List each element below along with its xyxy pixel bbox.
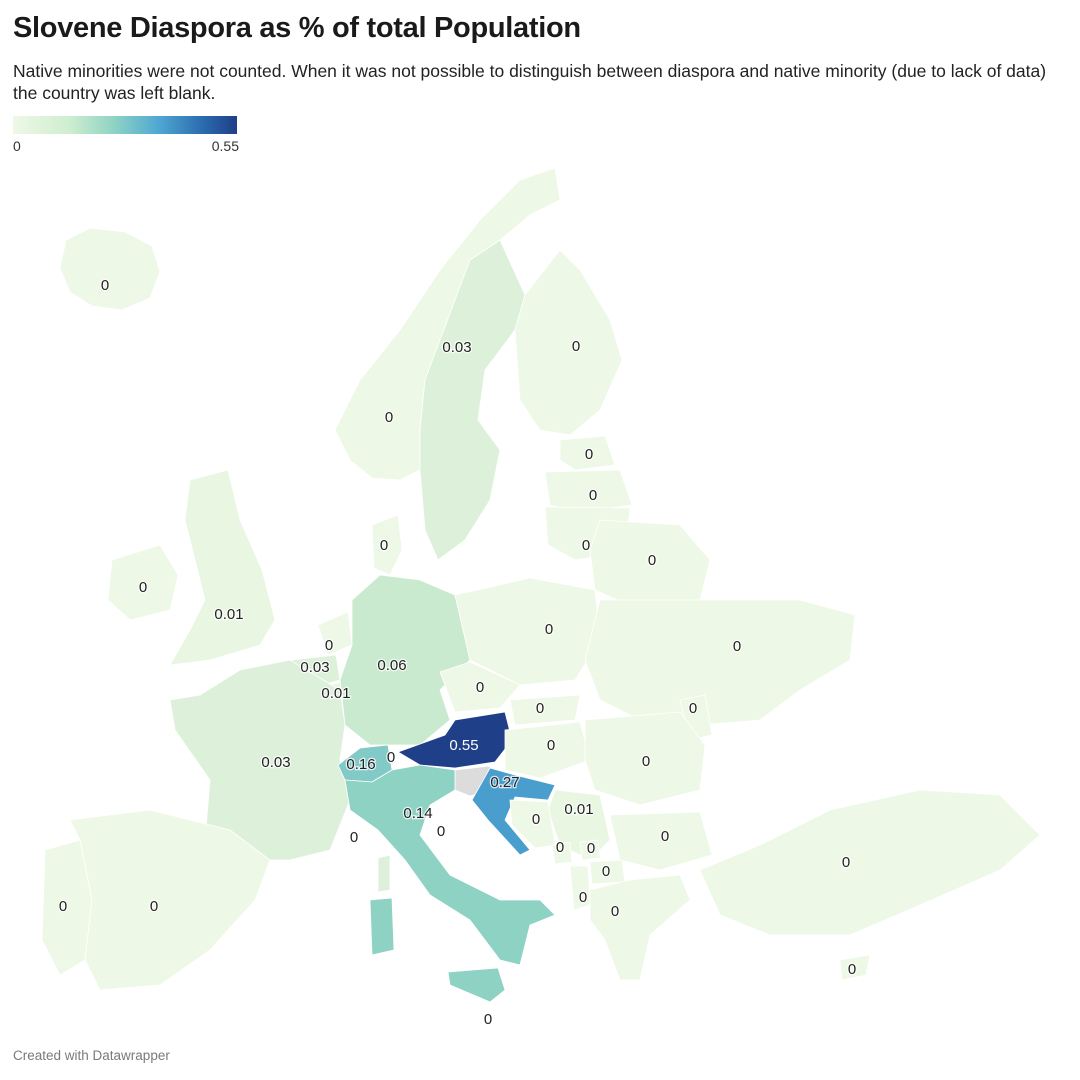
country-kosovo[interactable] xyxy=(579,839,601,861)
color-legend: 0 0.55 xyxy=(13,116,239,154)
value-label-serbia: 0.01 xyxy=(564,801,593,818)
country-bosnia[interactable] xyxy=(509,799,556,849)
value-label-france: 0.03 xyxy=(261,754,290,771)
value-label-kosovo: 0 xyxy=(587,840,595,857)
value-label-norway: 0 xyxy=(385,409,393,426)
value-label-switzerland: 0.16 xyxy=(346,756,375,773)
country-ireland[interactable] xyxy=(107,544,179,621)
value-label-finland: 0 xyxy=(572,338,580,355)
country-iceland[interactable] xyxy=(59,227,161,311)
country-finland[interactable] xyxy=(514,249,623,436)
country-croatia[interactable] xyxy=(471,767,556,856)
value-label-portugal: 0 xyxy=(59,898,67,915)
value-label-turkey: 0 xyxy=(842,854,850,871)
value-label-ireland: 0 xyxy=(139,579,147,596)
value-label-luxembourg: 0.01 xyxy=(321,685,350,702)
country-germany[interactable] xyxy=(339,574,471,746)
value-label-lithuania: 0 xyxy=(582,537,590,554)
value-label-bosnia-and-herzegovina: 0 xyxy=(532,811,540,828)
country-sweden[interactable] xyxy=(419,239,526,561)
region-sicily[interactable] xyxy=(447,967,506,1003)
chart-subtitle: Native minorities were not counted. When… xyxy=(13,61,1047,103)
country-shapes xyxy=(41,167,1041,1003)
country-cyprus[interactable] xyxy=(839,954,871,981)
value-label-austria: 0.55 xyxy=(449,737,478,754)
country-estonia[interactable] xyxy=(559,435,616,471)
value-label-czechia: 0 xyxy=(476,679,484,696)
value-label-north-macedonia: 0 xyxy=(602,863,610,880)
value-label-belarus: 0 xyxy=(648,552,656,569)
value-label-san-marino: 0 xyxy=(437,823,445,840)
value-label-united-kingdom: 0.01 xyxy=(214,606,243,623)
country-romania[interactable] xyxy=(584,711,706,806)
value-label-liechtenstein: 0 xyxy=(387,749,395,766)
country-hungary[interactable] xyxy=(504,721,591,779)
region-corsica[interactable] xyxy=(377,854,391,893)
value-label-latvia: 0 xyxy=(589,487,597,504)
value-label-cyprus: 0 xyxy=(848,961,856,978)
legend-min-label: 0 xyxy=(13,138,21,154)
value-label-albania: 0 xyxy=(579,889,587,906)
value-label-montenegro: 0 xyxy=(556,839,564,856)
value-label-greece: 0 xyxy=(611,903,619,920)
country-montenegro[interactable] xyxy=(551,841,573,865)
country-netherlands[interactable] xyxy=(317,611,353,656)
value-label-slovakia: 0 xyxy=(536,700,544,717)
value-label-bulgaria: 0 xyxy=(661,828,669,845)
legend-gradient-bar xyxy=(13,116,237,134)
value-label-spain: 0 xyxy=(150,898,158,915)
value-label-denmark: 0 xyxy=(380,537,388,554)
value-label-ukraine: 0 xyxy=(733,638,741,655)
legend-max-label: 0.55 xyxy=(211,138,239,154)
value-label-moldova: 0 xyxy=(689,700,697,717)
value-label-iceland: 0 xyxy=(101,277,109,294)
country-denmark[interactable] xyxy=(371,514,403,576)
value-label-netherlands: 0 xyxy=(325,637,333,654)
country-ukraine[interactable] xyxy=(584,599,856,726)
value-label-hungary: 0 xyxy=(547,737,555,754)
country-czechia[interactable] xyxy=(439,661,521,713)
value-label-belgium: 0.03 xyxy=(300,659,329,676)
country-uk[interactable] xyxy=(169,469,276,666)
country-spain[interactable] xyxy=(69,809,271,991)
value-label-monaco: 0 xyxy=(350,829,358,846)
value-label-sweden: 0.03 xyxy=(442,339,471,356)
country-bulgaria[interactable] xyxy=(609,811,713,871)
country-italy[interactable] xyxy=(344,764,556,966)
country-france[interactable] xyxy=(169,659,351,861)
country-turkey[interactable] xyxy=(699,789,1041,936)
chart-title: Slovene Diaspora as % of total Populatio… xyxy=(13,12,581,44)
value-label-romania: 0 xyxy=(642,753,650,770)
value-label-germany: 0.06 xyxy=(377,657,406,674)
country-greece[interactable] xyxy=(589,874,691,981)
value-label-croatia: 0.27 xyxy=(490,774,519,791)
region-sardinia[interactable] xyxy=(369,897,395,956)
datawrapper-credit: Created with Datawrapper xyxy=(13,1048,170,1063)
value-label-estonia: 0 xyxy=(585,446,593,463)
country-slovakia[interactable] xyxy=(509,694,581,726)
value-label-malta: 0 xyxy=(484,1011,492,1028)
value-label-poland: 0 xyxy=(545,621,553,638)
value-label-italy: 0.14 xyxy=(403,805,432,822)
